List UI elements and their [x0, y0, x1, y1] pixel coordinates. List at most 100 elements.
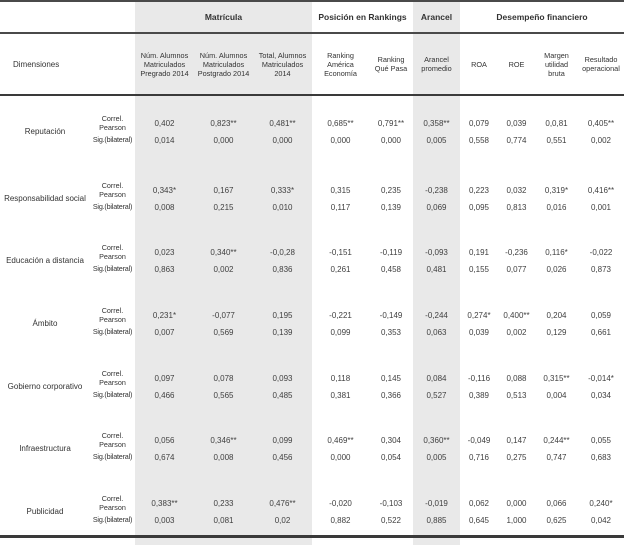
pearson-value: 0,191 — [468, 248, 490, 257]
sig-value: 0,155 — [468, 265, 490, 274]
sig-value: 0,569 — [213, 328, 234, 337]
sig-value: 0,000 — [272, 136, 293, 145]
sig-value: 0,747 — [546, 453, 567, 462]
sig-value: 0,008 — [154, 203, 175, 212]
sig-value: 0,005 — [426, 136, 447, 145]
pearson-value: 0,078 — [213, 374, 234, 383]
sig-value: 0,008 — [213, 453, 234, 462]
pearson-value: 0,223 — [468, 186, 490, 195]
pearson-value: 0,000 — [506, 499, 527, 508]
row-block-6: Publicidad Correl. Pearson Sig.(bilateral)… — [0, 481, 624, 535]
pearson-value: 0,118 — [330, 374, 351, 383]
pearson-value: -0,0,28 — [270, 248, 295, 257]
pearson-value: 0,358** — [423, 119, 450, 128]
sig-value: 0,001 — [590, 203, 612, 212]
pearson-value: -0,244 — [425, 311, 448, 320]
column-header-2: Total, Alumnos Matriculados 2014 — [258, 50, 307, 78]
row-block-2: Educación a distancia Correl. Pearson Sig.… — [0, 230, 624, 293]
sig-value: 0,215 — [213, 203, 234, 212]
sig-value: 0,016 — [546, 203, 567, 212]
sig-value: 0,381 — [330, 391, 351, 400]
pearson-value: -0,116 — [467, 374, 491, 383]
sig-value: 0,366 — [380, 391, 402, 400]
group-header-row: Matrícula Posición en Rankings Arancel Dese… — [0, 2, 624, 34]
pearson-value: -0,077 — [212, 311, 235, 320]
pearson-row-label: Correl. Pearson — [99, 431, 126, 449]
sig-value: 0,813 — [506, 203, 527, 212]
pearson-value: 0,685** — [327, 119, 354, 128]
column-header-0: Núm. Alumnos Matriculados Pregrado 2014 — [140, 50, 189, 78]
sig-value: 0,000 — [330, 453, 351, 462]
pearson-value: 0,088 — [506, 374, 527, 383]
sig-value: 0,522 — [380, 516, 402, 525]
dimensiones-header: Dimensiones — [13, 59, 60, 69]
sig-value: 0,026 — [546, 265, 567, 274]
group-header-0: Matrícula — [204, 12, 243, 22]
sig-value: 0,485 — [272, 391, 293, 400]
column-header-8: Margen utilidad bruta — [544, 50, 569, 78]
pearson-value: 0,346** — [210, 436, 237, 445]
pearson-row-label: Correl. Pearson — [99, 243, 126, 261]
sig-value: 0,683 — [590, 453, 612, 462]
pearson-value: -0,020 — [329, 499, 352, 508]
sig-value: 0,034 — [590, 391, 612, 400]
pearson-value: 0,116* — [545, 248, 568, 257]
pearson-value: 0,315 — [330, 186, 351, 195]
sig-value: 0,010 — [272, 203, 293, 212]
column-header-5: Arancel promedio — [421, 55, 452, 73]
pearson-value: 0,079 — [468, 119, 490, 128]
pearson-value: 0,416** — [587, 186, 615, 195]
pearson-value: 0,315** — [543, 374, 570, 383]
sig-value: 0,063 — [426, 328, 447, 337]
sig-value: 0,002 — [590, 136, 612, 145]
sig-value: 0,139 — [380, 203, 402, 212]
pearson-value: 0,240* — [589, 499, 613, 508]
column-header-7: ROE — [508, 59, 525, 69]
table-body: Reputación Correl. Pearson Sig.(bilateral)… — [0, 96, 624, 538]
sig-value: 0,674 — [154, 453, 175, 462]
pearson-value: 0,340** — [210, 248, 237, 257]
sig-row-label: Sig.(bilateral) — [92, 327, 133, 337]
column-header-9: Resultado operacional — [582, 55, 620, 73]
pearson-value: -0,103 — [379, 499, 403, 508]
dimension-label: Ámbito — [32, 319, 58, 328]
sig-value: 0,003 — [154, 516, 175, 525]
sig-value: 0,042 — [590, 516, 612, 525]
pearson-value: 0,056 — [154, 436, 175, 445]
pearson-value: 0,066 — [546, 499, 567, 508]
sig-value: 0,774 — [506, 136, 527, 145]
pearson-row-label: Correl. Pearson — [99, 306, 126, 324]
pearson-value: 0,204 — [546, 311, 567, 320]
pearson-value: 0,0,81 — [545, 119, 568, 128]
pearson-value: 0,231* — [152, 311, 177, 320]
pearson-value: 0,084 — [426, 374, 447, 383]
pearson-row-label: Correl. Pearson — [99, 114, 126, 132]
sig-value: 0,565 — [213, 391, 234, 400]
pearson-value: 0,304 — [380, 436, 402, 445]
sig-row-label: Sig.(bilateral) — [92, 202, 133, 212]
shaded-column-band-arancel — [413, 2, 460, 545]
sig-value: 0,456 — [272, 453, 293, 462]
sig-value: 0,099 — [330, 328, 351, 337]
row-block-5: Infraestructura Correl. Pearson Sig.(bilat… — [0, 418, 624, 481]
pearson-value: -0,221 — [329, 311, 352, 320]
sig-value: 0,481 — [426, 265, 447, 274]
sig-value: 0,836 — [272, 265, 293, 274]
pearson-value: 0,099 — [272, 436, 293, 445]
pearson-value: 0,481** — [269, 119, 296, 128]
pearson-value: 0,032 — [506, 186, 527, 195]
column-header-4: Ranking Qué Pasa — [374, 55, 408, 73]
sig-value: 0,02 — [274, 516, 291, 525]
dimension-label: Reputación — [24, 127, 66, 136]
sig-value: 0,551 — [546, 136, 567, 145]
dimension-label: Infraestructura — [19, 444, 71, 453]
pearson-value: 0,233 — [213, 499, 234, 508]
row-block-0: Reputación Correl. Pearson Sig.(bilateral)… — [0, 96, 624, 168]
sig-value: 0,095 — [468, 203, 490, 212]
row-block-3: Ámbito Correl. Pearson Sig.(bilateral) 0,23… — [0, 293, 624, 356]
sig-value: 0,139 — [272, 328, 293, 337]
pearson-value: 0,343* — [152, 186, 177, 195]
pearson-value: 0,791** — [377, 119, 405, 128]
pearson-value: 0,319* — [544, 186, 569, 195]
